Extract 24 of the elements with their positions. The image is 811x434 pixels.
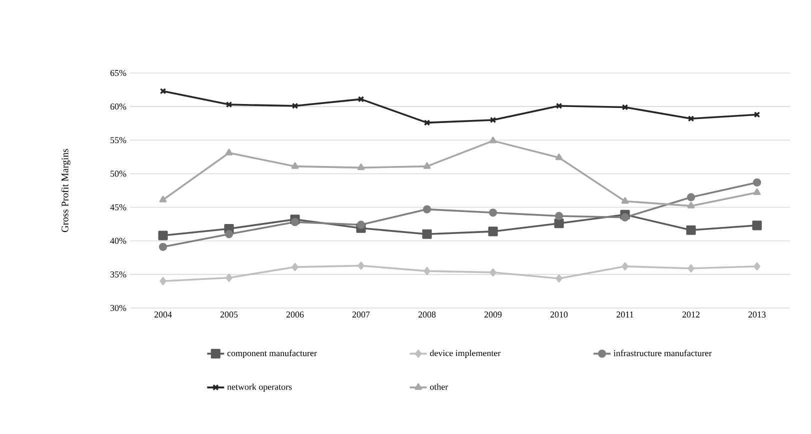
x-tick-label: 2011: [616, 312, 634, 318]
y-tick-label: 60%: [110, 104, 126, 110]
x-tick-label: 2007: [352, 312, 370, 318]
x-tick-label: 2010: [550, 312, 568, 318]
legend-label: infrastructure manufacturer: [614, 350, 712, 356]
legend-label: component manufacturer: [227, 350, 317, 358]
y-tick-label: 30%: [110, 304, 126, 312]
x-tick-label: 2004: [154, 312, 172, 318]
x-tick-label: 2012: [682, 312, 700, 318]
x-tick-label: 2009: [484, 312, 502, 318]
x-tick-label: 2006: [286, 312, 304, 318]
x-tick-label: 2008: [418, 312, 436, 318]
legend-label: other: [430, 384, 448, 390]
y-tick-label: 40%: [110, 238, 126, 244]
y-tick-label: 55%: [110, 137, 126, 144]
x-tick-label: 2013: [748, 312, 766, 318]
legend-label: network operators: [227, 384, 292, 392]
y-tick-label: 35%: [110, 271, 126, 278]
x-tick-label: 2005: [220, 312, 238, 318]
legend-label: device implementer: [430, 350, 501, 358]
y-tick-label: 50%: [110, 170, 126, 177]
y-axis-title: Gross Profit Margins: [61, 148, 70, 232]
y-tick-label: 45%: [110, 204, 126, 210]
y-tick-label: 65%: [110, 70, 126, 76]
